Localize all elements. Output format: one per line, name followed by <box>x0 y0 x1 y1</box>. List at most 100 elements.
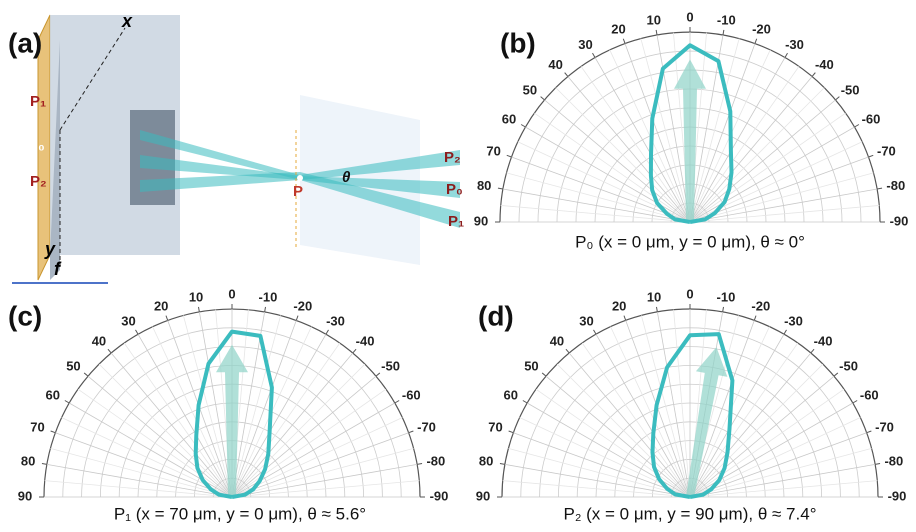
tick-label: -90 <box>888 488 907 503</box>
tick-mark <box>166 316 168 321</box>
tick-mark <box>624 316 626 321</box>
tick-label: 90 <box>474 213 488 228</box>
tick-label: -80 <box>426 453 445 468</box>
tick-label: -80 <box>886 178 905 193</box>
spoke <box>232 448 414 497</box>
tick-label: 40 <box>548 57 562 72</box>
tick-label: -70 <box>875 419 894 434</box>
polar-plot: 9080706050403020100-10-20-30-40-50-60-70… <box>474 9 909 251</box>
angle-label: θ <box>342 169 351 186</box>
polar-plot: 9080706050403020100-10-20-30-40-50-60-70… <box>8 286 448 523</box>
tick-mark <box>265 307 266 312</box>
point-label: P₀ <box>446 181 463 198</box>
spoke <box>232 315 281 497</box>
tick-label: 70 <box>30 419 44 434</box>
tick-mark <box>136 330 139 334</box>
tick-label: -60 <box>860 387 879 402</box>
tick-mark <box>521 125 525 128</box>
panel-label: (b) <box>500 27 536 58</box>
tick-label: 20 <box>611 22 625 37</box>
tick-mark <box>836 97 840 100</box>
tick-label: -20 <box>752 22 771 37</box>
spoke <box>506 173 690 222</box>
tick-mark <box>523 401 527 404</box>
caption: P₂ (x = 0 μm, y = 90 μm), θ ≈ 7.4° <box>563 504 816 523</box>
tick-label: -90 <box>890 213 909 228</box>
tick-label: 0 <box>686 9 693 24</box>
polar-plot: 9080706050403020100-10-20-30-40-50-60-70… <box>476 286 907 523</box>
tick-label: -70 <box>877 144 896 159</box>
tick-label: -20 <box>293 299 312 314</box>
tick-label: -50 <box>381 359 400 374</box>
tick-label: -10 <box>259 290 278 305</box>
tick-mark <box>353 349 356 353</box>
tick-mark <box>42 463 47 464</box>
tick-label: 90 <box>476 488 490 503</box>
caption: P₁ (x = 70 μm, y = 0 μm), θ ≈ 5.6° <box>114 504 366 523</box>
tick-mark <box>417 463 422 464</box>
tick-label: -10 <box>717 13 736 28</box>
tick-label: -60 <box>862 111 881 126</box>
focus-dot <box>297 175 303 181</box>
point-label: P₁ <box>448 213 464 230</box>
tick-label: 50 <box>524 359 538 374</box>
tick-mark <box>84 373 88 376</box>
tick-label: 20 <box>154 299 168 314</box>
tick-label: -40 <box>814 334 833 349</box>
tick-label: -40 <box>815 57 834 72</box>
tick-label: -80 <box>884 453 903 468</box>
tick-mark <box>812 73 815 77</box>
point-label: P₂ <box>444 149 461 166</box>
tick-mark <box>566 349 569 353</box>
tick-label: 50 <box>66 359 80 374</box>
tick-mark <box>855 125 859 128</box>
tick-label: 0 <box>686 286 693 301</box>
tick-label: 60 <box>45 387 59 402</box>
tick-label: 70 <box>486 144 500 159</box>
point-label: P₂ <box>30 173 47 190</box>
tick-mark <box>509 431 514 433</box>
tick-mark <box>723 307 724 312</box>
tick-mark <box>594 330 597 334</box>
point-label: P₀ <box>28 137 45 154</box>
tick-mark <box>326 330 329 334</box>
spoke <box>690 448 872 497</box>
tick-mark <box>565 73 568 77</box>
tick-mark <box>723 30 724 35</box>
spoke <box>50 448 232 497</box>
tick-mark <box>198 307 199 312</box>
tick-label: -30 <box>785 37 804 52</box>
point-label: P₁ <box>30 93 46 110</box>
tick-mark <box>784 330 787 334</box>
diagram: (a) x y f P₁ P₀ P₂ P θ P₂ P₀ P₁ <box>8 11 464 283</box>
tick-label: 40 <box>92 334 106 349</box>
tick-label: 10 <box>647 290 661 305</box>
tick-mark <box>869 155 874 157</box>
tick-label: 90 <box>18 488 32 503</box>
tick-label: 60 <box>502 111 516 126</box>
tick-mark <box>498 188 503 189</box>
tick-mark <box>853 401 857 404</box>
tick-label: 70 <box>488 419 502 434</box>
tick-mark <box>656 30 657 35</box>
tick-label: 30 <box>578 37 592 52</box>
tick-mark <box>623 39 625 44</box>
tick-mark <box>754 316 756 321</box>
tick-mark <box>834 373 838 376</box>
tick-mark <box>875 463 880 464</box>
tick-mark <box>542 373 546 376</box>
axis-label: y <box>44 239 56 259</box>
tick-label: -20 <box>751 299 770 314</box>
tick-mark <box>811 349 814 353</box>
tick-label: -50 <box>841 82 860 97</box>
direction-arrow <box>216 345 248 497</box>
point-label: P <box>293 183 303 200</box>
tick-label: 10 <box>189 290 203 305</box>
tick-mark <box>656 307 657 312</box>
tick-label: -30 <box>784 314 803 329</box>
tick-label: -70 <box>417 419 436 434</box>
spoke <box>690 173 874 222</box>
figure: (a) x y f P₁ P₀ P₂ P θ P₂ P₀ P₁ 90807060… <box>0 0 916 527</box>
tick-label: -50 <box>839 359 858 374</box>
tick-label: 50 <box>523 82 537 97</box>
